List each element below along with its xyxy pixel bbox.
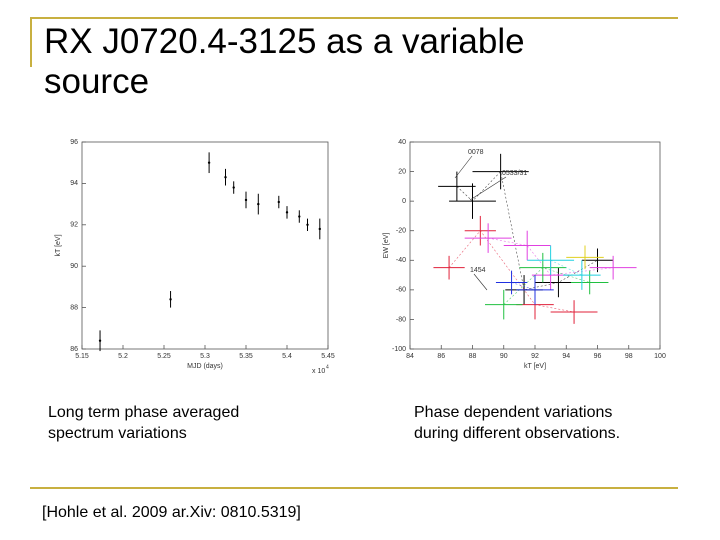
y-axis-label: EW [eV] bbox=[383, 233, 390, 259]
x-tick-label: 5.2 bbox=[118, 353, 128, 360]
x-tick-label: 84 bbox=[406, 353, 414, 360]
data-point bbox=[298, 215, 301, 218]
connector bbox=[456, 170, 598, 291]
x-axis-label: MJD (days) bbox=[187, 363, 223, 370]
y-tick-label: 92 bbox=[70, 222, 78, 229]
x-tick-label: 100 bbox=[654, 353, 666, 360]
y-axis-label: kT [eV] bbox=[55, 234, 62, 256]
x-tick-label: 92 bbox=[531, 353, 539, 360]
x-tick-label: 5.3 bbox=[200, 353, 210, 360]
x-tick-label: 94 bbox=[562, 353, 570, 360]
x-multiplier: x 10 bbox=[312, 368, 325, 375]
x-tick-label: 88 bbox=[469, 353, 477, 360]
y-tick-label: 94 bbox=[70, 180, 78, 187]
y-tick-label: 96 bbox=[70, 139, 78, 146]
x-multiplier-exponent: 4 bbox=[326, 364, 329, 370]
data-point bbox=[232, 186, 235, 189]
data-point bbox=[306, 223, 309, 226]
x-tick-label: 5.4 bbox=[282, 353, 292, 360]
title-line: RX J0720.4-3125 as a variable bbox=[44, 22, 525, 61]
caption-line: during different observations. bbox=[414, 425, 621, 442]
x-tick-label: 86 bbox=[437, 353, 445, 360]
annotation-arrow bbox=[454, 155, 473, 179]
connector bbox=[511, 282, 536, 291]
y-tick-label: -80 bbox=[396, 316, 406, 323]
data-point bbox=[224, 175, 227, 179]
caption-line: spectrum variations bbox=[48, 425, 187, 442]
x-tick-label: 96 bbox=[594, 353, 602, 360]
data-point bbox=[285, 211, 289, 214]
annotation: 1454 bbox=[470, 267, 486, 274]
y-tick-label: -100 bbox=[392, 346, 406, 353]
data-point bbox=[169, 298, 172, 301]
data-point bbox=[98, 339, 102, 342]
y-tick-label: 86 bbox=[70, 346, 78, 353]
data-point bbox=[318, 227, 321, 231]
top-rule bbox=[30, 17, 678, 19]
data-point bbox=[257, 202, 260, 206]
x-axis-label: kT [eV] bbox=[524, 363, 546, 370]
y-tick-label: 0 bbox=[402, 198, 406, 205]
y-tick-label: 90 bbox=[70, 263, 78, 270]
title-line: source bbox=[44, 62, 150, 101]
y-tick-label: -20 bbox=[396, 228, 406, 235]
x-tick-label: 5.15 bbox=[75, 353, 89, 360]
left-rule bbox=[30, 17, 32, 67]
y-tick-label: 20 bbox=[398, 168, 406, 175]
annotation-arrow bbox=[473, 273, 488, 291]
annotation-arrow bbox=[469, 176, 507, 201]
connector bbox=[448, 230, 575, 313]
annotation: 0533/31 bbox=[502, 170, 527, 177]
y-tick-label: -60 bbox=[396, 287, 406, 294]
data-point bbox=[244, 198, 248, 202]
data-point bbox=[207, 161, 211, 164]
data-point bbox=[277, 200, 280, 204]
connector bbox=[550, 260, 583, 276]
caption: Long term phase averaged spectrum variat… bbox=[48, 402, 239, 444]
y-tick-label: 40 bbox=[398, 139, 406, 146]
x-tick-label: 5.45 bbox=[321, 353, 335, 360]
bottom-rule bbox=[30, 487, 678, 489]
annotation: 0078 bbox=[468, 149, 484, 156]
y-tick-label: 88 bbox=[70, 304, 78, 311]
x-tick-label: 90 bbox=[500, 353, 508, 360]
plot-frame bbox=[81, 141, 329, 350]
caption: Phase dependent variations during differ… bbox=[414, 402, 620, 444]
x-tick-label: 98 bbox=[625, 353, 633, 360]
y-tick-label: -40 bbox=[396, 257, 406, 264]
caption-line: Long term phase averaged bbox=[48, 404, 240, 421]
citation: [Hohle et al. 2009 ar.Xiv: 0810.5319] bbox=[42, 504, 301, 521]
title: RX J0720.4-3125 as a variable source bbox=[44, 22, 525, 102]
caption-line: Phase dependent variations bbox=[414, 404, 613, 421]
x-tick-label: 5.35 bbox=[239, 353, 253, 360]
x-tick-label: 5.25 bbox=[157, 353, 171, 360]
